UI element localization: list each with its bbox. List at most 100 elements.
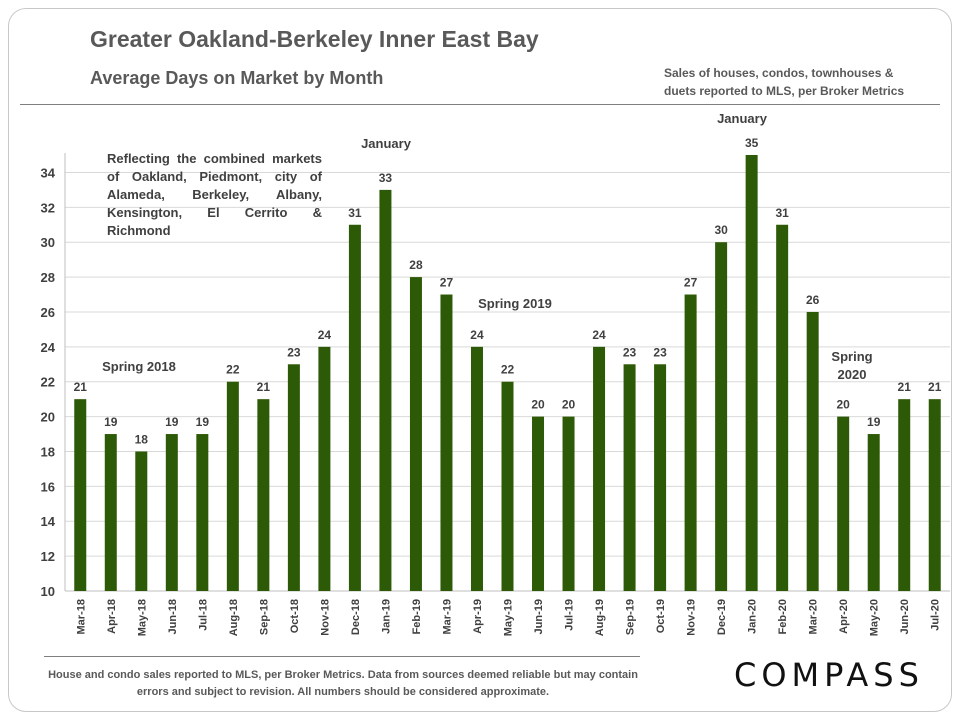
x-tick-label: Dec-18: [350, 599, 362, 635]
x-tick-label: Jul-18: [197, 599, 209, 631]
data-label: 31: [348, 206, 362, 220]
data-label: 19: [196, 415, 210, 429]
y-tick-label: 12: [41, 549, 55, 564]
bar: [532, 416, 545, 591]
x-tick-label: Jan-20: [747, 599, 759, 634]
compass-logo: COMPASS: [734, 656, 924, 694]
bar: [226, 381, 239, 591]
bar: [135, 451, 148, 591]
bar: [196, 434, 209, 591]
x-tick-label: Oct-19: [655, 599, 667, 633]
data-label: 26: [806, 293, 820, 307]
chart-subtitle: Average Days on Market by Month: [90, 68, 384, 88]
data-label: 19: [104, 415, 118, 429]
y-tick-label: 34: [41, 165, 56, 180]
bar: [593, 346, 606, 591]
x-tick-label: Dec-19: [716, 599, 728, 635]
x-tick-label: Jan-19: [380, 599, 392, 634]
data-label: 24: [470, 328, 484, 342]
data-label: 19: [867, 415, 881, 429]
y-tick-label: 16: [41, 479, 55, 494]
x-tick-label: Mar-20: [808, 599, 820, 634]
annotation-spring-2020: Spring 2020: [831, 349, 873, 382]
annotation-january-2020: January: [717, 111, 767, 126]
bar: [440, 294, 453, 591]
annotation-spring-2019: Spring 2019: [478, 296, 552, 311]
bar: [623, 364, 636, 591]
bar: [318, 346, 331, 591]
bar: [776, 224, 789, 591]
bar: [257, 399, 270, 591]
x-tick-label: Nov-18: [319, 599, 331, 636]
x-tick-label: Feb-19: [411, 599, 423, 634]
y-tick-label: 20: [41, 410, 55, 425]
x-tick-label: May-19: [503, 599, 515, 636]
data-label: 22: [226, 363, 240, 377]
header-divider: [20, 104, 940, 105]
source-note: Sales of houses, condos, townhouses & du…: [664, 66, 905, 98]
bar: [898, 399, 911, 591]
bar: [409, 277, 422, 591]
data-label: 22: [501, 363, 515, 377]
x-tick-label: Jul-20: [930, 599, 942, 631]
y-tick-label: 30: [41, 235, 55, 250]
bar: [104, 434, 117, 591]
y-tick-label: 10: [41, 584, 55, 599]
bar: [928, 399, 941, 591]
data-label: 20: [562, 398, 576, 412]
data-label: 27: [684, 276, 698, 290]
market-note: Reflecting the combined markets of Oakla…: [107, 151, 322, 238]
bar: [501, 381, 514, 591]
x-tick-label: Apr-20: [838, 599, 850, 634]
chart-title: Greater Oakland-Berkeley Inner East Bay: [90, 26, 539, 52]
bar: [837, 416, 850, 591]
data-label: 21: [74, 380, 88, 394]
x-tick-label: Aug-18: [228, 599, 240, 636]
bar: [470, 346, 483, 591]
x-tick-label: Aug-19: [594, 599, 606, 636]
bar: [287, 364, 300, 591]
x-tick-label: Oct-18: [289, 599, 301, 633]
x-tick-label: Sep-19: [625, 599, 637, 635]
y-tick-label: 22: [41, 375, 55, 390]
bar: [348, 224, 361, 591]
y-tick-label: 24: [41, 340, 56, 355]
data-label: 28: [409, 258, 423, 272]
annotation-january-2019: January: [361, 136, 411, 151]
data-label: 21: [898, 380, 912, 394]
y-tick-label: 26: [41, 305, 55, 320]
data-label: 27: [440, 276, 454, 290]
y-tick-label: 14: [41, 514, 56, 529]
data-label: 18: [135, 432, 149, 446]
x-tick-label: May-18: [136, 599, 148, 636]
data-label: 20: [837, 398, 851, 412]
x-tick-label: Jun-18: [167, 599, 179, 634]
bar: [715, 242, 728, 591]
data-label: 24: [592, 328, 606, 342]
x-tick-label: Apr-18: [106, 599, 118, 634]
data-label: 33: [379, 171, 393, 185]
y-tick-label: 18: [41, 444, 55, 459]
bar: [654, 364, 667, 591]
data-label: 20: [531, 398, 545, 412]
data-label: 23: [287, 345, 301, 359]
bar: [684, 294, 697, 591]
y-tick-label: 28: [41, 270, 55, 285]
x-tick-label: Jun-20: [899, 599, 911, 634]
footer-disclaimer: House and condo sales reported to MLS, p…: [48, 669, 638, 698]
x-tick-label: May-20: [869, 599, 881, 636]
bar: [379, 189, 392, 591]
data-label: 21: [928, 380, 942, 394]
bar: [745, 155, 758, 591]
data-label: 23: [653, 345, 667, 359]
bar: [74, 399, 87, 591]
bar: [562, 416, 575, 591]
bar: [867, 434, 880, 591]
x-tick-label: Apr-19: [472, 599, 484, 634]
data-label: 30: [714, 223, 728, 237]
data-label: 21: [257, 380, 271, 394]
annotation-spring-2018: Spring 2018: [102, 359, 176, 374]
x-tick-label: Jun-19: [533, 599, 545, 634]
data-label: 23: [623, 345, 637, 359]
